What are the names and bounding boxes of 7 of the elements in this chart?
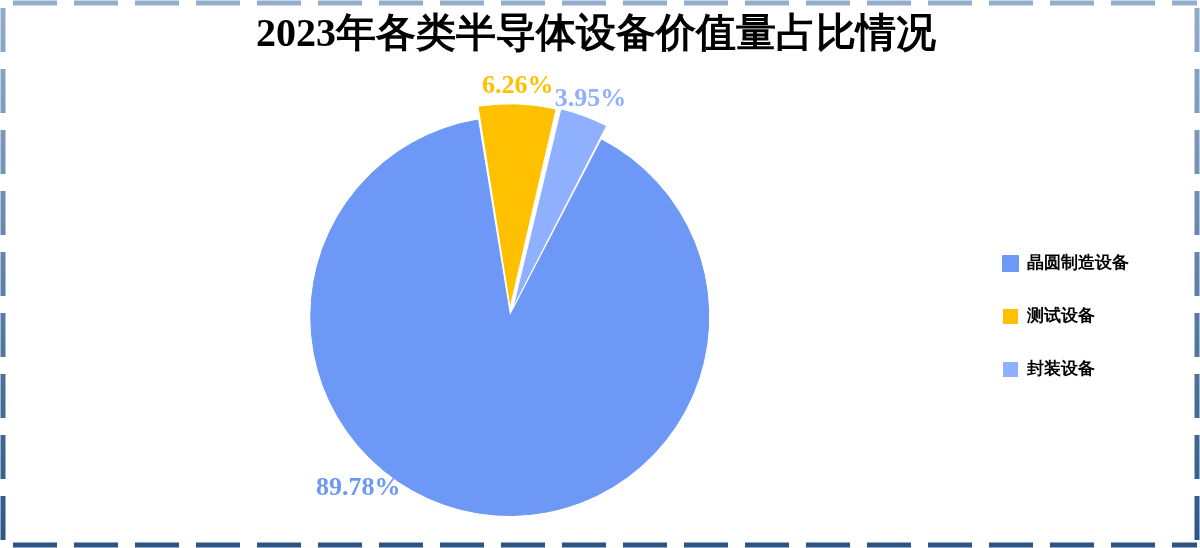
legend-label: 测试设备	[1026, 305, 1095, 325]
data-label: 6.26%	[482, 69, 554, 99]
chart-title: 2023年各类半导体设备价值量占比情况	[256, 10, 936, 56]
legend-label: 封装设备	[1026, 358, 1095, 378]
data-label: 3.95%	[554, 82, 627, 112]
legend-label: 晶圆制造设备	[1027, 252, 1129, 272]
data-label: 89.78%	[315, 471, 401, 501]
